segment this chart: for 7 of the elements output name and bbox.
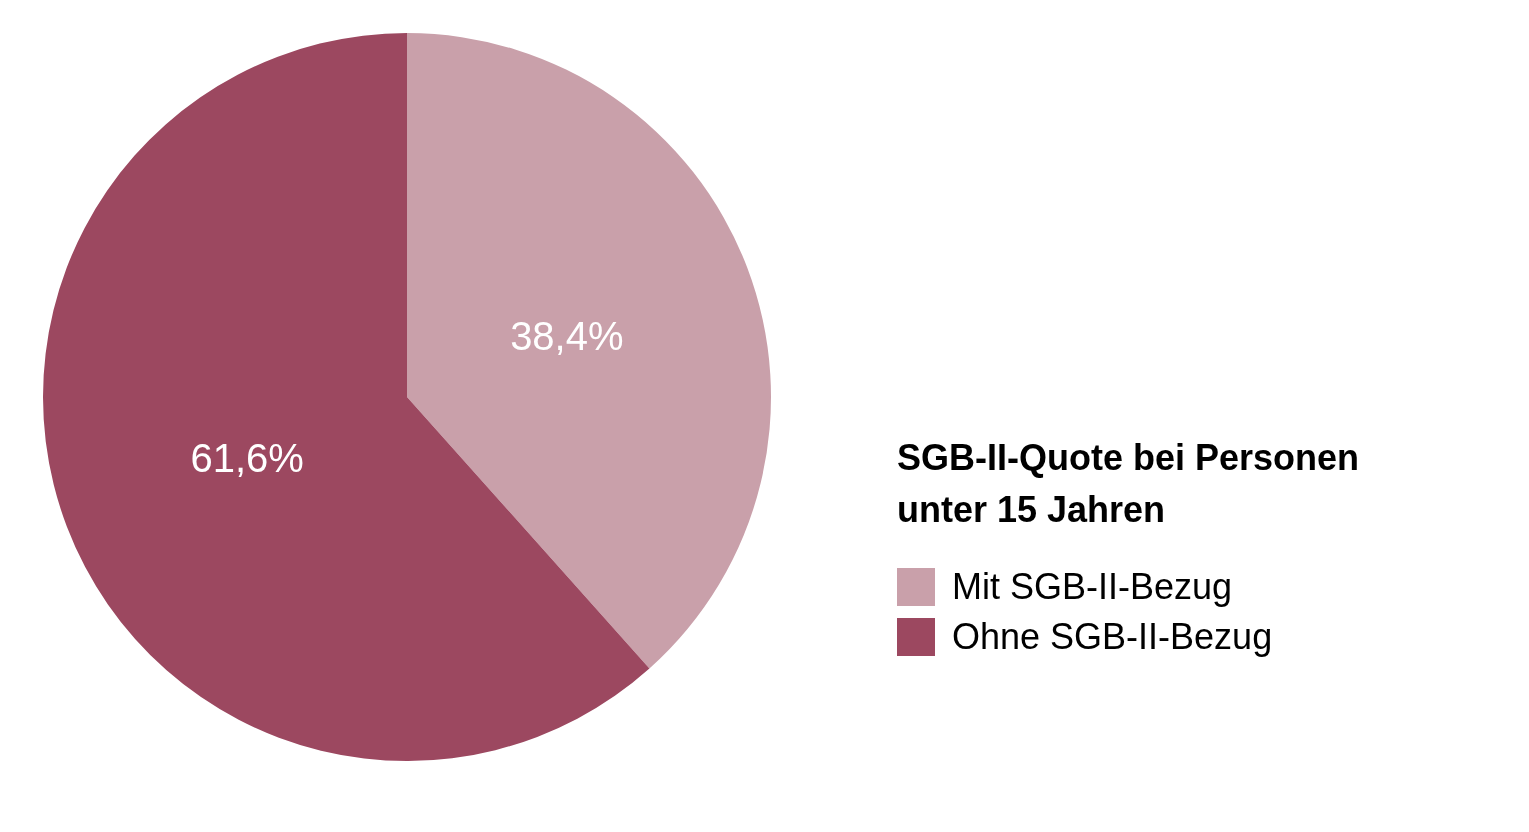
- pie-slice: [43, 33, 650, 761]
- legend-label: Mit SGB-II-Bezug: [952, 566, 1233, 608]
- data-label: 61,6%: [190, 435, 304, 480]
- legend-title: SGB-II-Quote bei Personen unter 15 Jahren: [897, 436, 1361, 532]
- data-label: 38,4%: [510, 314, 624, 359]
- legend-label: Ohne SGB-II-Bezug: [952, 616, 1273, 658]
- pie-slice: [407, 33, 771, 669]
